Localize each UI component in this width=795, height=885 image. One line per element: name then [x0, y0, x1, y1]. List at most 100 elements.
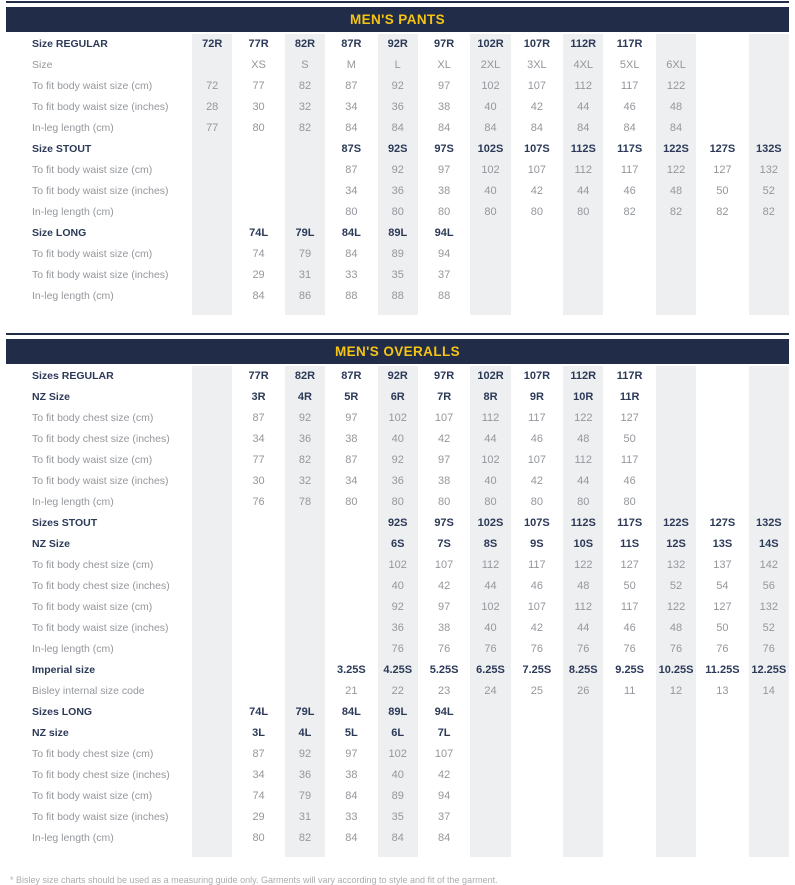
- size-cell: [192, 765, 233, 786]
- size-cell: 40: [470, 97, 511, 118]
- size-cell: 94L: [434, 227, 454, 239]
- size-cell: 137: [713, 559, 732, 571]
- size-cell: [470, 702, 511, 723]
- size-cell: 127: [620, 559, 639, 571]
- size-cell: 9R: [529, 391, 544, 403]
- table-row: In-leg length (cm) 80 80 80 80 80 80 82 82 82 82: [6, 202, 789, 223]
- size-cell: [609, 807, 649, 828]
- size-cell: 38: [437, 185, 451, 197]
- size-cell: 80: [252, 122, 265, 134]
- size-cell: 92S: [377, 139, 418, 160]
- size-cell: [470, 786, 511, 807]
- row-label: Imperial size: [32, 664, 96, 676]
- size-cell: 80: [377, 202, 418, 223]
- size-cell: [331, 513, 371, 534]
- size-cell: [284, 618, 326, 639]
- size-cell: [284, 307, 326, 315]
- size-cell: 82: [284, 828, 326, 849]
- size-cell: 34: [345, 475, 358, 487]
- size-cell: 3XL: [527, 59, 547, 71]
- size-cell: [748, 76, 789, 97]
- size-cell: [702, 429, 742, 450]
- size-cell: [655, 828, 697, 849]
- size-cell: 50: [623, 580, 636, 592]
- size-cell: 80: [530, 206, 543, 218]
- size-cell: 112: [563, 160, 604, 181]
- size-cell: 87R: [341, 370, 362, 382]
- size-cell: [517, 244, 557, 265]
- size-cell: [331, 639, 371, 660]
- size-cell: [470, 265, 511, 286]
- size-cell: [748, 765, 789, 786]
- row-label: To fit body chest size (cm): [32, 412, 154, 424]
- size-cell: [702, 849, 742, 857]
- size-cell: 36: [377, 618, 418, 639]
- size-cell: [609, 244, 649, 265]
- size-cell: 92: [377, 450, 418, 471]
- size-cell: 112S: [563, 139, 604, 160]
- size-cell: [748, 702, 789, 723]
- size-cell: 127: [620, 412, 639, 424]
- size-cell: [470, 223, 511, 244]
- size-cell: [331, 555, 371, 576]
- size-cell: 82: [623, 206, 636, 218]
- size-cell: [702, 492, 742, 513]
- table-body: Size REGULAR 72R 77R 82R 87R 92R 97R 102R 107R 11…: [6, 32, 789, 315]
- size-cell: 84: [345, 248, 358, 260]
- size-cell: 5R: [344, 391, 359, 403]
- size-cell: 87: [345, 164, 358, 176]
- size-cell: 92: [377, 160, 418, 181]
- size-cell: 87: [252, 748, 265, 760]
- size-cell: 76: [252, 496, 265, 508]
- row-label: To fit body waist size (cm): [32, 248, 153, 260]
- size-cell: [655, 34, 697, 55]
- size-cell: [192, 807, 233, 828]
- size-cell: 29: [252, 811, 265, 823]
- size-cell: [192, 555, 233, 576]
- size-cell: [609, 744, 649, 765]
- row-label: NZ size: [32, 727, 69, 739]
- size-cell: 107: [527, 80, 547, 92]
- size-cell: [748, 366, 789, 387]
- size-cell: 11S: [620, 538, 640, 550]
- row-label: To fit body waist size (inches): [32, 622, 169, 634]
- size-cell: [192, 513, 233, 534]
- row-label: To fit body chest size (cm): [32, 559, 154, 571]
- row-label: To fit body waist size (cm): [32, 454, 153, 466]
- size-cell: 74L: [249, 706, 269, 718]
- size-cell: 127: [713, 601, 732, 613]
- size-cell: 84: [345, 122, 358, 134]
- size-cell: 8.25S: [563, 660, 604, 681]
- row-label: To fit body waist size (cm): [32, 80, 153, 92]
- size-cell: [331, 534, 371, 555]
- size-cell: 52: [655, 576, 697, 597]
- table-row: In-leg length (cm) 76 78 80 80 80 80 80 80 80: [6, 492, 789, 513]
- table-row: To fit body waist size (cm) 87 92 97 102 107 1…: [6, 160, 789, 181]
- size-cell: 44: [563, 97, 604, 118]
- size-cell: [655, 723, 697, 744]
- size-cell: 102: [377, 744, 418, 765]
- size-cell: 32: [284, 471, 326, 492]
- size-cell: [517, 744, 557, 765]
- size-cell: 50: [716, 185, 729, 197]
- size-cell: 52: [748, 181, 789, 202]
- size-cell: [238, 181, 278, 202]
- size-cell: 10.25S: [655, 660, 697, 681]
- table-title: MEN'S PANTS: [349, 12, 446, 27]
- size-cell: [655, 849, 697, 857]
- size-cell: 84: [345, 832, 358, 844]
- size-cell: 77: [252, 454, 265, 466]
- size-cell: 84: [377, 118, 418, 139]
- size-cell: [748, 849, 789, 857]
- size-cell: 5.25S: [429, 664, 459, 676]
- size-cell: 30: [252, 475, 265, 487]
- row-label: NZ Size: [32, 391, 70, 403]
- size-cell: 42: [530, 622, 543, 634]
- size-cell: 74: [252, 248, 265, 260]
- size-cell: 50: [623, 433, 636, 445]
- size-cell: 117S: [617, 517, 643, 529]
- size-cell: 82R: [284, 34, 326, 55]
- size-cell: [192, 286, 233, 307]
- size-cell: 79: [284, 786, 326, 807]
- size-cell: 97S: [434, 517, 454, 529]
